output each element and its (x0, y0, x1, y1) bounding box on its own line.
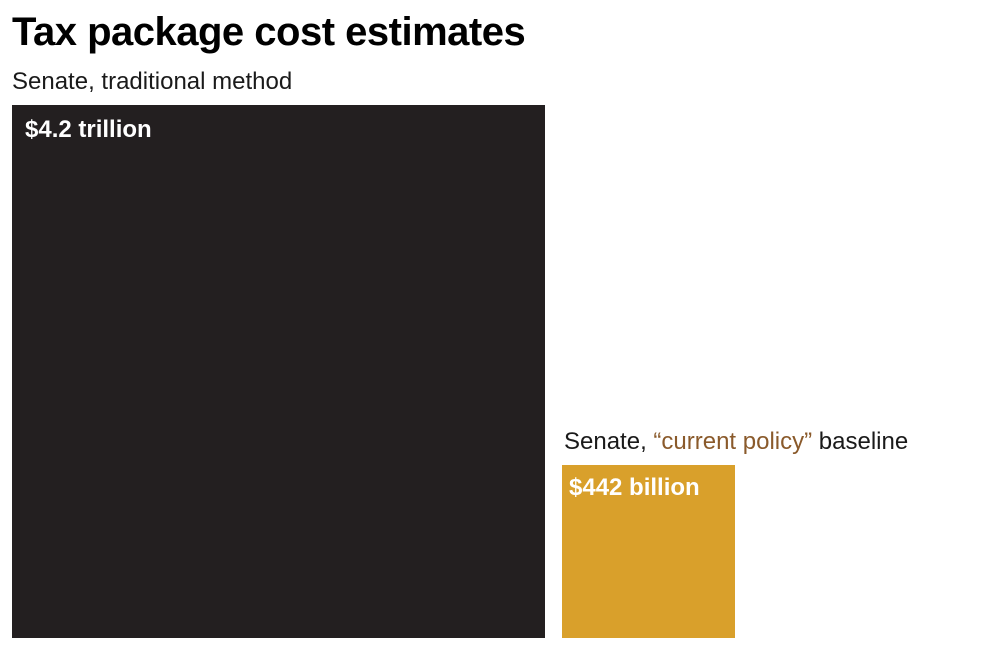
value-label-current-policy: $442 billion (569, 474, 700, 501)
label-part-before: Senate, (564, 428, 654, 455)
label-part-highlight: “current policy” (653, 428, 813, 455)
square-current-policy (562, 465, 735, 638)
value-label-traditional: $4.2 trillion (25, 116, 152, 143)
chart-title: Tax package cost estimates (12, 10, 526, 54)
label-part-after: baseline (812, 428, 909, 455)
category-label-traditional: Senate, traditional method (12, 68, 293, 95)
category-label-current-policy: Senate, “current policy” baseline (564, 427, 908, 457)
square-traditional (12, 105, 545, 638)
